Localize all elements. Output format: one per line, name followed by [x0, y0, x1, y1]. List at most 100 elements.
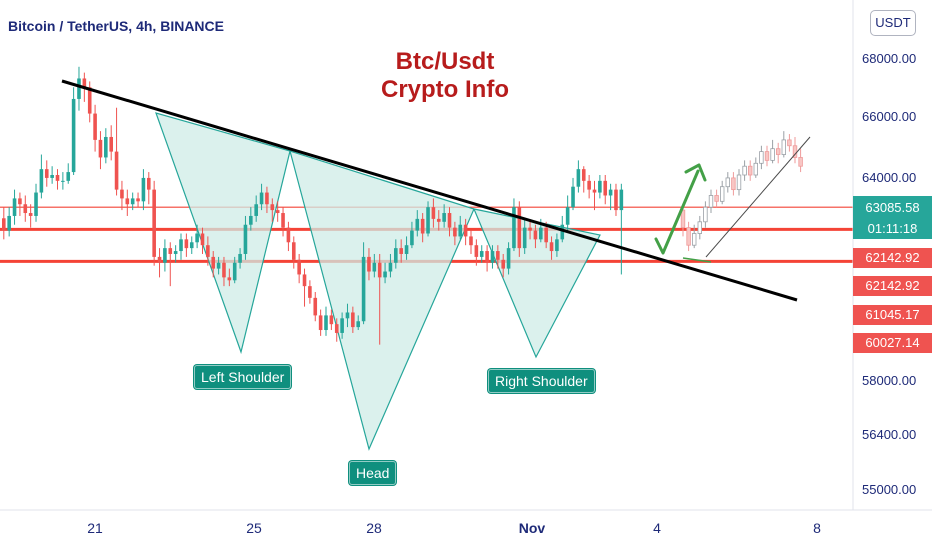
- candle: [206, 236, 210, 266]
- breakout-arrowhead: [684, 163, 707, 182]
- ghost-candle-body: [703, 206, 708, 223]
- candle: [120, 180, 124, 211]
- candle: [243, 215, 248, 260]
- candle-body: [361, 256, 366, 322]
- candle-body: [501, 259, 506, 269]
- candle-body: [82, 78, 87, 88]
- candle: [1, 207, 6, 240]
- candle-body: [479, 251, 484, 257]
- candle-body: [614, 189, 618, 211]
- candle: [603, 175, 608, 205]
- price-tick-label: 66000.00: [862, 109, 916, 124]
- price-tick-label: 64000.00: [862, 170, 916, 185]
- candle-body: [431, 207, 436, 219]
- candle: [496, 245, 500, 269]
- candle-body: [581, 169, 586, 181]
- candle-body: [125, 198, 130, 205]
- candle-body: [533, 230, 538, 240]
- candle: [463, 218, 468, 246]
- candle-body: [512, 207, 516, 249]
- candle: [291, 236, 296, 269]
- candle: [313, 292, 318, 322]
- candle: [125, 189, 130, 216]
- candle: [216, 256, 221, 275]
- ghost-candle: [708, 189, 714, 214]
- candle-body: [372, 262, 377, 272]
- candle: [23, 195, 28, 222]
- candle: [410, 221, 414, 249]
- candle: [469, 230, 473, 254]
- currency-unit-button[interactable]: USDT: [870, 10, 916, 36]
- candle: [34, 183, 38, 222]
- candle-body: [549, 242, 554, 252]
- candle-body: [404, 245, 409, 254]
- ghost-candle: [764, 145, 770, 167]
- candle: [146, 172, 151, 205]
- ghost-candle: [742, 160, 747, 181]
- candle-body: [61, 180, 65, 182]
- candle-body: [447, 213, 452, 228]
- candle-body: [238, 253, 242, 263]
- candle: [571, 177, 575, 211]
- price-tick-label: 68000.00: [862, 51, 916, 66]
- ghost-candle-body: [781, 139, 786, 155]
- candle: [404, 236, 409, 260]
- candle: [297, 253, 301, 284]
- candle: [383, 262, 387, 284]
- candle-body: [23, 204, 28, 214]
- candle-body: [565, 207, 570, 225]
- ghost-candle: [736, 169, 742, 196]
- candle: [512, 198, 516, 252]
- candle-body: [458, 224, 463, 237]
- candle-body: [324, 315, 328, 331]
- retest-marker: [682, 257, 712, 263]
- candle-body: [576, 169, 581, 187]
- candle-body: [184, 239, 189, 249]
- candle-body: [463, 224, 468, 237]
- pattern-triangle-0: [155, 112, 291, 355]
- candle: [98, 131, 103, 170]
- candle: [66, 163, 71, 184]
- ghost-candle-body: [736, 174, 742, 191]
- price-tick-label: 56400.00: [862, 427, 916, 442]
- candle-body: [394, 248, 398, 263]
- ghost-candle-body: [697, 221, 702, 234]
- ghost-candle-body: [686, 227, 691, 246]
- candle-body: [1, 218, 6, 231]
- candle-body: [265, 192, 269, 205]
- candle-body: [453, 227, 457, 237]
- candle-body: [399, 248, 403, 254]
- candle-body: [598, 180, 602, 193]
- candle-body: [442, 213, 446, 222]
- candle: [367, 248, 371, 281]
- candle-body: [410, 230, 414, 246]
- ghost-candle-body: [720, 186, 725, 202]
- candle-body: [168, 248, 173, 254]
- candle: [114, 107, 119, 196]
- candle: [308, 280, 312, 304]
- candle-body: [377, 262, 382, 278]
- candle: [356, 315, 361, 331]
- ghost-candle-body: [680, 209, 686, 229]
- candle: [442, 204, 446, 228]
- candle: [152, 180, 156, 266]
- candle: [55, 169, 60, 190]
- candle: [388, 253, 393, 278]
- candle-body: [39, 169, 44, 193]
- candle: [614, 183, 618, 216]
- candle-body: [243, 224, 248, 254]
- candle: [265, 186, 269, 214]
- candle-body: [249, 215, 253, 225]
- candle-body: [608, 189, 613, 196]
- ghost-candle-body: [731, 177, 736, 191]
- ghost-candle: [759, 145, 764, 170]
- candle-body: [109, 136, 113, 152]
- candle: [528, 221, 532, 240]
- time-tick-label: 28: [366, 520, 382, 536]
- candle: [157, 248, 162, 278]
- candle: [453, 221, 457, 246]
- time-axis: 21 25 28 Nov 4 8: [0, 509, 932, 536]
- candle: [28, 204, 33, 228]
- ghost-candle-body: [708, 195, 714, 208]
